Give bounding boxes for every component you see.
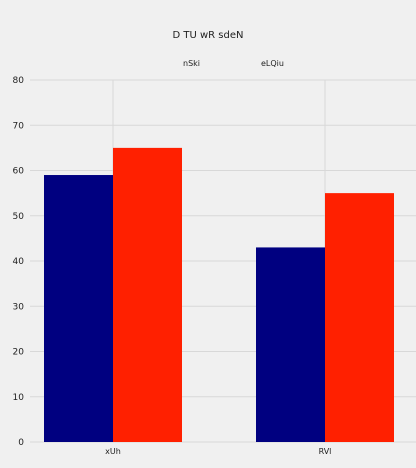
y-tick-label: 50 (13, 212, 25, 222)
x-tick-label: RVl (319, 447, 332, 456)
y-tick-label: 80 (13, 76, 25, 86)
y-tick-label: 20 (13, 348, 25, 358)
bar-nSki-RVl (256, 247, 325, 442)
y-tick-label: 0 (18, 438, 24, 448)
legend-label-series-2: eLQiu (261, 59, 284, 68)
bar-eLQiu-xUh (113, 147, 182, 442)
y-tick-label: 70 (13, 121, 25, 131)
chart-title: D TU wR sdeN (172, 30, 244, 41)
legend-label-series-1: nSki (183, 59, 201, 68)
y-tick-label: 60 (13, 167, 25, 177)
bar-nSki-xUh (44, 175, 113, 442)
x-tick-label: xUh (105, 447, 121, 456)
y-tick-label: 10 (13, 393, 25, 403)
y-tick-label: 30 (13, 302, 25, 312)
y-tick-label: 40 (13, 257, 25, 267)
bar-eLQiu-RVl (325, 193, 394, 442)
